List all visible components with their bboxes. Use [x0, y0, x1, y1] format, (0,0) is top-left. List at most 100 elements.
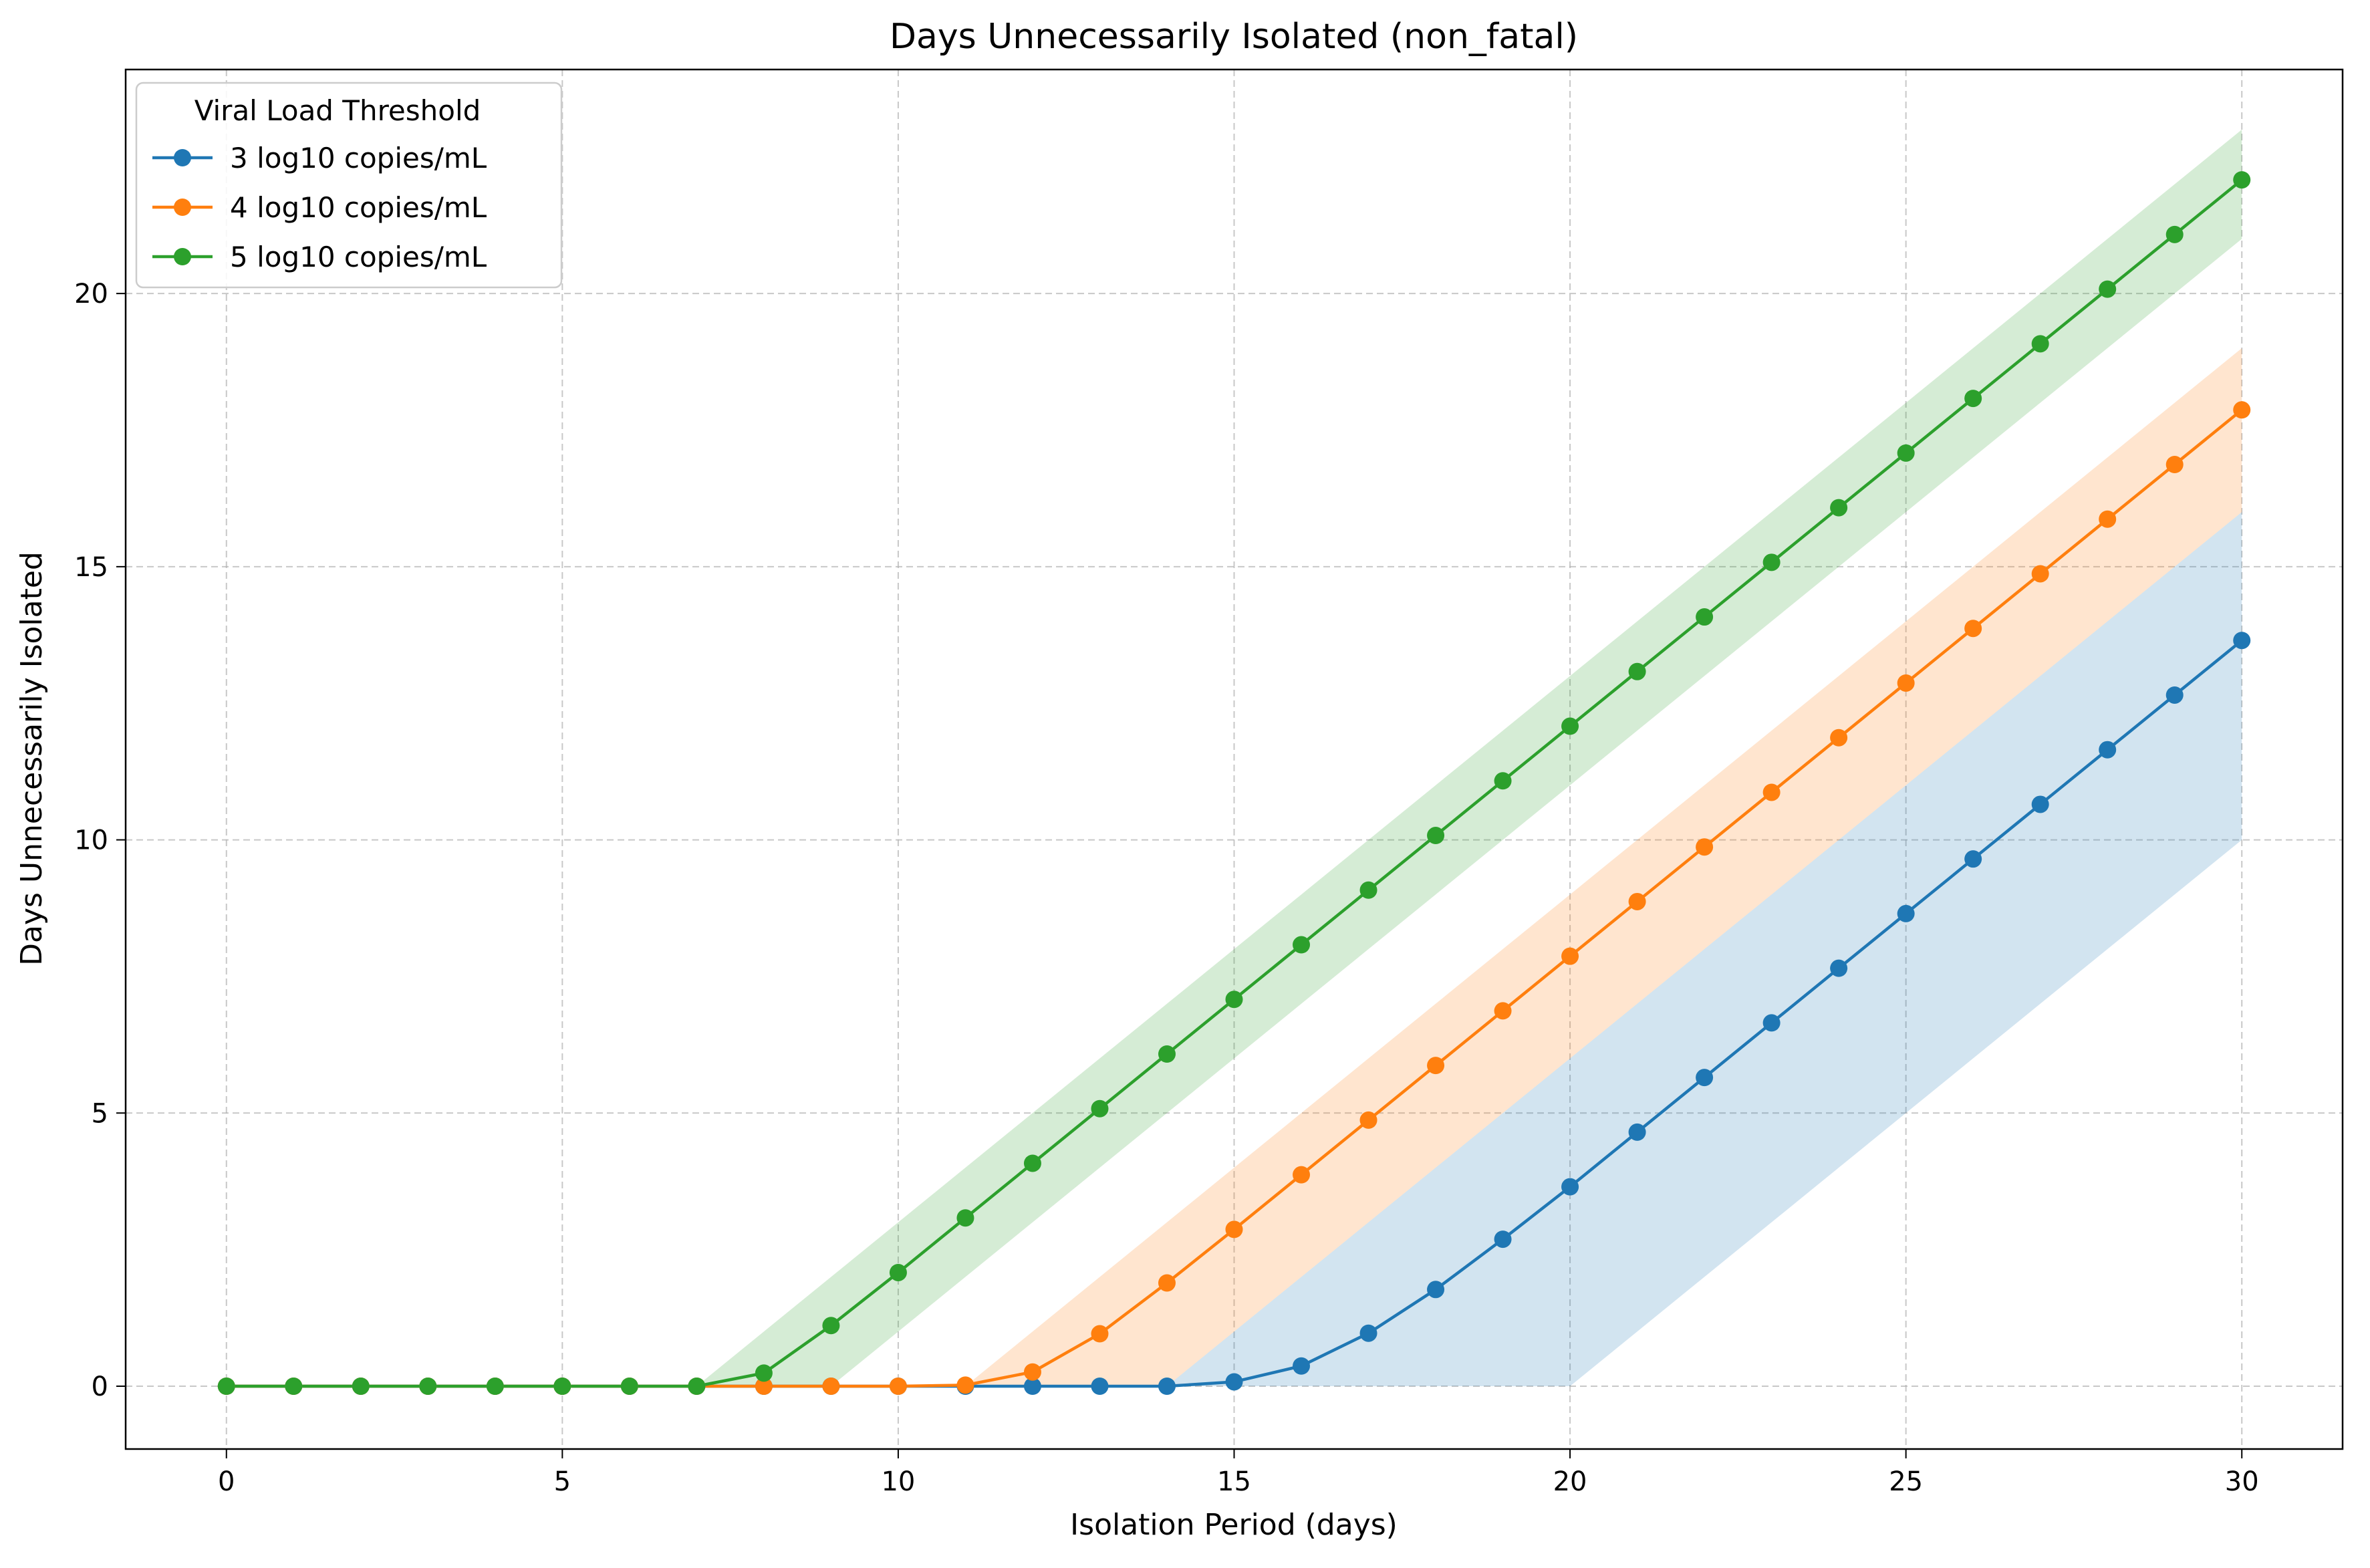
data-point-series-3	[688, 1377, 706, 1395]
data-point-series-2	[1293, 1166, 1311, 1184]
data-point-series-3	[2099, 280, 2117, 298]
data-point-series-3	[2031, 335, 2049, 353]
legend-label-series-2: 4 log10 copies/mL	[230, 191, 487, 224]
y-tick-label: 20	[74, 279, 108, 309]
y-tick-label: 10	[74, 825, 108, 856]
data-point-series-2	[1561, 947, 1579, 965]
data-point-series-3	[1158, 1045, 1176, 1063]
data-point-series-2	[755, 1377, 773, 1395]
data-point-series-1	[1628, 1123, 1646, 1141]
legend-label-series-3: 5 log10 copies/mL	[230, 241, 487, 273]
data-point-series-3	[755, 1364, 773, 1382]
data-point-series-3	[352, 1377, 370, 1395]
data-point-series-1	[1225, 1373, 1243, 1391]
data-point-series-2	[889, 1377, 907, 1395]
axis-ticks: 0 5 10 15 20 25 30 0 5 10 15 20	[74, 279, 2259, 1497]
data-point-series-3	[1628, 662, 1646, 680]
data-point-series-2	[2099, 510, 2117, 528]
legend-marker-series-2	[174, 199, 191, 216]
data-point-series-1	[1494, 1230, 1512, 1249]
data-point-series-1	[2165, 686, 2184, 704]
data-point-series-3	[1830, 499, 1848, 517]
data-point-series-2	[2165, 455, 2184, 473]
data-point-series-3	[1359, 881, 1377, 899]
data-point-series-2	[1830, 729, 1848, 747]
data-point-series-2	[2031, 565, 2049, 583]
data-point-series-1	[1830, 959, 1848, 977]
confidence-band-series-1	[226, 512, 2242, 1386]
x-tick-label: 0	[218, 1466, 235, 1497]
data-point-series-1	[1293, 1357, 1311, 1375]
confidence-bands	[226, 129, 2242, 1386]
data-point-series-2	[1964, 620, 1982, 638]
x-tick-label: 10	[881, 1466, 915, 1497]
data-point-series-2	[1023, 1363, 1041, 1381]
data-point-series-3	[553, 1377, 571, 1395]
data-point-series-2	[1158, 1274, 1176, 1292]
x-tick-label: 15	[1217, 1466, 1251, 1497]
y-axis-label: Days Unnecessarily Isolated	[15, 551, 49, 966]
data-point-series-2	[1225, 1220, 1243, 1238]
data-point-series-1	[1359, 1324, 1377, 1342]
data-point-series-1	[1427, 1281, 1445, 1299]
data-point-series-2	[2233, 401, 2251, 419]
data-point-series-3	[620, 1377, 638, 1395]
data-point-series-3	[1494, 772, 1512, 790]
data-point-series-2	[1494, 1002, 1512, 1020]
data-point-series-3	[285, 1377, 303, 1395]
data-point-series-2	[1427, 1057, 1445, 1075]
data-point-series-3	[822, 1317, 840, 1335]
data-point-series-1	[1897, 904, 1915, 922]
data-point-series-2	[956, 1376, 974, 1394]
data-point-series-1	[1964, 850, 1982, 868]
y-tick-label: 0	[92, 1371, 108, 1402]
data-point-series-2	[1359, 1111, 1377, 1129]
legend-label-series-1: 3 log10 copies/mL	[230, 142, 487, 174]
confidence-band-series-2	[226, 348, 2242, 1386]
y-tick-label: 5	[92, 1098, 108, 1129]
data-point-series-2	[822, 1377, 840, 1395]
data-point-series-2	[1628, 892, 1646, 910]
data-point-series-3	[1427, 827, 1445, 845]
data-point-series-1	[1023, 1377, 1041, 1395]
data-point-series-1	[1762, 1014, 1781, 1032]
data-point-series-2	[1696, 838, 1714, 856]
data-point-series-3	[1897, 444, 1915, 462]
data-point-series-3	[2165, 225, 2184, 243]
legend-title: Viral Load Threshold	[194, 94, 481, 127]
data-point-series-3	[217, 1377, 235, 1395]
data-point-series-3	[1964, 390, 1982, 408]
data-point-series-1	[2099, 741, 2117, 759]
data-point-series-2	[1091, 1325, 1109, 1343]
data-point-series-3	[1023, 1154, 1041, 1172]
data-point-series-2	[1762, 783, 1781, 801]
chart-title: Days Unnecessarily Isolated (non_fatal)	[890, 17, 1578, 57]
data-point-series-1	[1561, 1178, 1579, 1196]
data-point-series-2	[1897, 674, 1915, 692]
x-tick-label: 30	[2225, 1466, 2259, 1497]
data-point-series-3	[1293, 936, 1311, 954]
data-point-series-1	[1158, 1377, 1176, 1395]
legend-marker-series-3	[174, 248, 191, 265]
x-tick-label: 5	[554, 1466, 571, 1497]
data-point-series-3	[1091, 1099, 1109, 1118]
data-point-series-3	[419, 1377, 437, 1395]
legend-marker-series-1	[174, 149, 191, 166]
legend-box	[135, 82, 563, 289]
data-point-series-3	[1696, 608, 1714, 626]
data-point-series-3	[486, 1377, 504, 1395]
data-point-series-3	[2233, 171, 2251, 189]
data-point-series-1	[1696, 1069, 1714, 1087]
y-tick-label: 15	[74, 552, 108, 583]
legend: Viral Load Threshold 3 log10 copies/mL 4 …	[135, 82, 563, 289]
data-point-series-3	[956, 1209, 974, 1227]
data-point-series-3	[1225, 991, 1243, 1009]
x-axis-label: Isolation Period (days)	[1070, 1508, 1398, 1542]
data-point-series-1	[2031, 795, 2049, 813]
x-tick-label: 25	[1889, 1466, 1923, 1497]
data-point-series-3	[1561, 717, 1579, 735]
data-point-series-1	[2233, 632, 2251, 650]
x-tick-label: 20	[1553, 1466, 1587, 1497]
